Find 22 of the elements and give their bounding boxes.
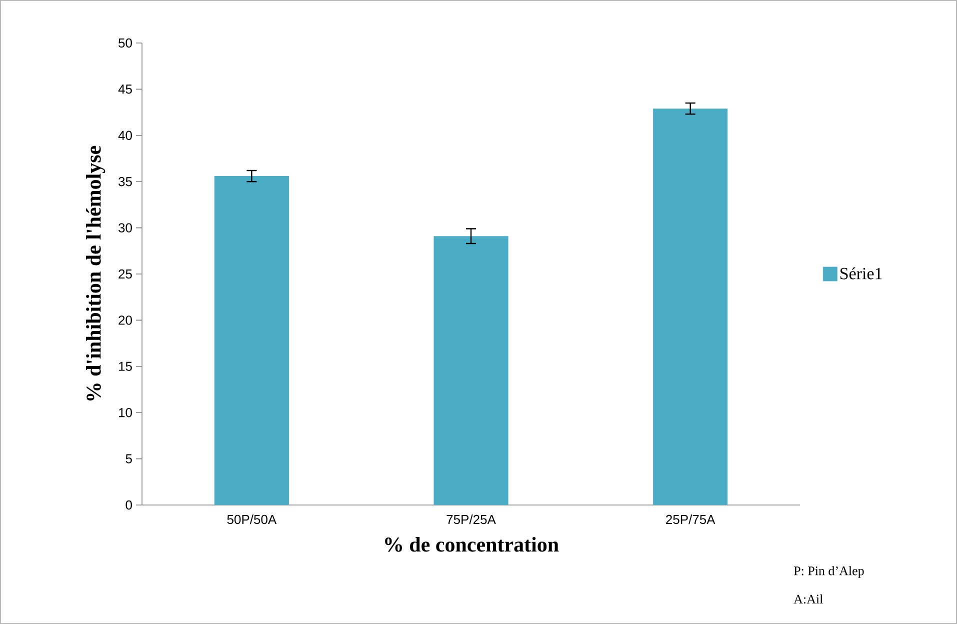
legend-label: Série1 [840, 267, 882, 280]
y-tick-label: 45 [118, 84, 132, 94]
y-tick-label: 35 [118, 176, 132, 186]
y-tick-label: 10 [119, 408, 132, 418]
y-axis-title: % d'inhibition de l'hémolyse [86, 146, 106, 400]
y-tick-label: 25 [118, 269, 132, 279]
bar [434, 236, 508, 505]
y-tick-label: 40 [118, 130, 132, 140]
x-tick-label: 25P/75A [666, 514, 716, 524]
y-tick-label: 50 [118, 38, 132, 48]
y-tick-label: 30 [118, 223, 132, 232]
y-tick-label: 0 [126, 500, 132, 510]
y-tick-label: 5 [126, 454, 132, 464]
y-tick-label: 20 [118, 316, 132, 325]
text: A:Ail [794, 594, 823, 604]
text: P: Pin d’Alep [794, 566, 864, 578]
x-axis-title: % de concentration [385, 536, 559, 552]
bar [653, 108, 728, 505]
x-tick-label: 75P/25A [446, 514, 496, 524]
y-tick-label: 15 [119, 362, 132, 371]
x-tick-label: 50P/50A [227, 514, 277, 524]
bar [214, 176, 289, 505]
